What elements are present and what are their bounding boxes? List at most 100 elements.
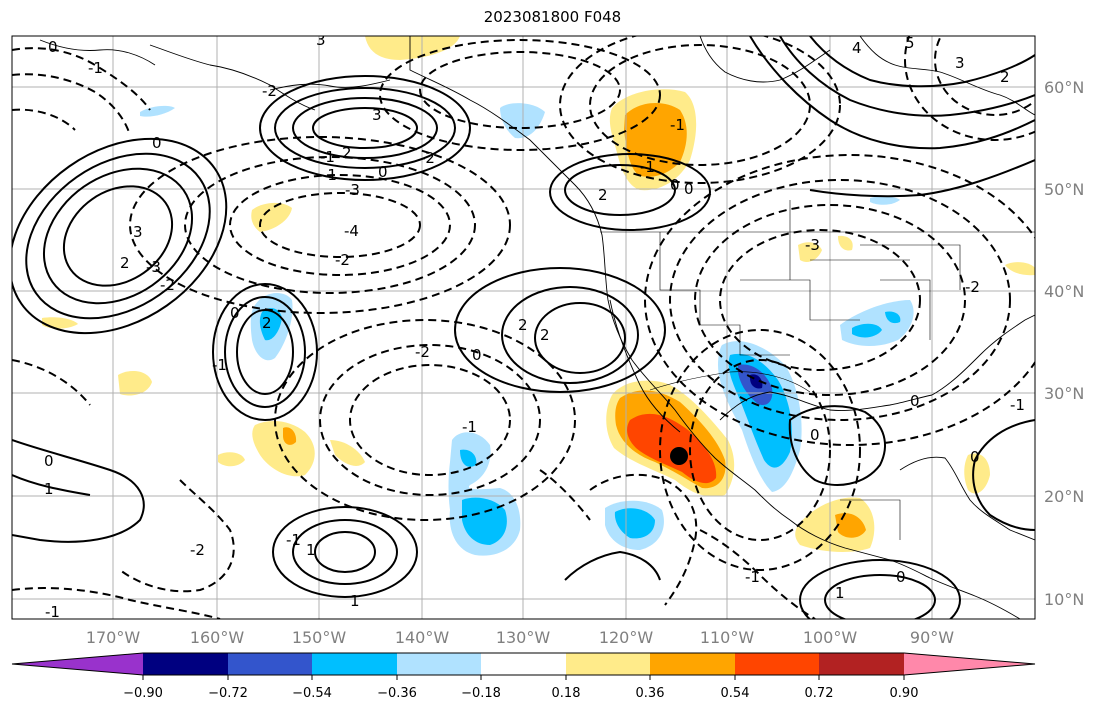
contour-label: -3 [345,181,360,199]
contour-label: -2 [965,278,980,296]
colorbar-segment [819,653,904,675]
colorbar-extend-high [904,653,1035,675]
colorbar-segment [650,653,735,675]
contour-label: -3 [146,258,161,276]
contour-label: 2 [262,314,272,332]
latitude-labels: 60°N 50°N 40°N 30°N 20°N 10°N [1044,78,1084,609]
contour-label: -1 [212,356,227,374]
lat-label: 50°N [1044,180,1084,199]
contour-label: 3 [372,106,382,124]
contour-label: -2 [415,343,430,361]
colorbar-tick-label: −0.18 [461,686,501,701]
contour-label: 2 [342,144,352,162]
contour-label: -2 [262,82,277,100]
contour-label: -1 [88,59,103,77]
contour-label: 0 [152,134,162,152]
contour-label: -1 [745,568,760,586]
lon-label: 130°W [496,628,551,647]
contour-label: 0 [910,392,920,410]
contour-label: 2 [598,186,608,204]
contour-label: 1 [835,584,845,602]
contour-label: 3 [955,54,965,72]
contour-label: 0 [670,176,680,194]
colorbar-segment [735,653,819,675]
contour-label: 4 [852,39,862,57]
lon-label: 120°W [599,628,654,647]
storm-center-marker [670,447,688,465]
map-area: 0 -1 3 -2 -1 2 3 0 -2 0 -1 -3 -4 3 -2 2 … [12,31,1035,621]
contour-label: -3 [805,236,820,254]
colorbar-extend-low [12,653,143,675]
contour-label: 0 [44,452,54,470]
contour-label: 2 [120,254,130,272]
contour-label: -1 [462,418,477,436]
colorbar: −0.90 −0.72 −0.54 −0.36 −0.18 0.18 0.36 … [11,652,1036,701]
contour-label: -2 [160,276,175,294]
longitude-labels: 170°W 160°W 150°W 140°W 130°W 120°W 110°… [86,628,954,647]
contour-label: 0 [472,346,482,364]
contour-label: 0 [378,163,388,181]
colorbar-tick-label: 0.54 [721,686,750,701]
solid-contours [12,36,1035,619]
contour-label: -1 [286,531,301,549]
contour-label: -2 [335,251,350,269]
contour-label: 2 [1000,68,1010,86]
lat-label: 30°N [1044,384,1084,403]
contour-label: 1 [306,541,316,559]
colorbar-tick-label: −0.72 [208,686,248,701]
lat-label: 60°N [1044,78,1084,97]
contour-label: 1 [44,480,54,498]
colorbar-segment [228,653,312,675]
contour-label: -1 [1010,396,1025,414]
lon-label: 90°W [910,628,954,647]
lat-label: 40°N [1044,282,1084,301]
colorbar-tick-label: 0.18 [552,686,581,701]
colorbar-tick-label: −0.90 [123,686,163,701]
map-frame [11,35,1036,620]
lon-label: 150°W [292,628,347,647]
lon-label: 170°W [86,628,141,647]
contour-label: 3 [316,31,326,49]
contour-label: 3 [133,223,143,241]
contour-label: -1 [320,148,335,166]
warm-anomaly-central-america [795,497,875,552]
contour-labels: 0 -1 3 -2 -1 2 3 0 -2 0 -1 -3 -4 3 -2 2 … [44,31,1025,621]
contour-label: -1 [670,116,685,134]
contour-label: 2 [518,316,528,334]
contour-label: 0 [230,304,240,322]
contour-label: 0 [896,568,906,586]
colorbar-tick-label: −0.54 [292,686,332,701]
contour-label: 0 [970,448,980,466]
contour-label: 0 [48,38,58,56]
colorbar-tick-label: 0.90 [890,686,919,701]
contour-label: -2 [190,541,205,559]
colorbar-segment [397,653,481,675]
colorbar-segment [143,653,228,675]
contour-label: -4 [344,222,359,240]
map-title: 2023081800 F048 [483,8,622,26]
lat-label: 10°N [1044,590,1084,609]
dashed-contours [12,36,1035,619]
colorbar-tick-label: 0.72 [805,686,834,701]
contour-label: -2 [420,149,435,167]
lon-label: 140°W [395,628,450,647]
colorbar-segment [481,653,566,675]
contour-label: -1 [45,603,60,621]
coastlines [39,36,1035,619]
colorbar-segment [566,653,650,675]
lon-label: 100°W [803,628,858,647]
contour-label: -1 [640,158,655,176]
contour-label: 0 [684,180,694,198]
lon-label: 160°W [190,628,245,647]
colorbar-tick-label: 0.36 [636,686,665,701]
colorbar-segment [312,653,397,675]
contour-label: 0 [810,426,820,444]
colorbar-tick-label: −0.36 [377,686,417,701]
contour-label: 1 [350,592,360,610]
contour-label: 5 [905,34,915,52]
lon-label: 110°W [700,628,755,647]
contour-label: 2 [540,326,550,344]
contour-label: -1 [322,166,337,184]
lat-label: 20°N [1044,487,1084,506]
